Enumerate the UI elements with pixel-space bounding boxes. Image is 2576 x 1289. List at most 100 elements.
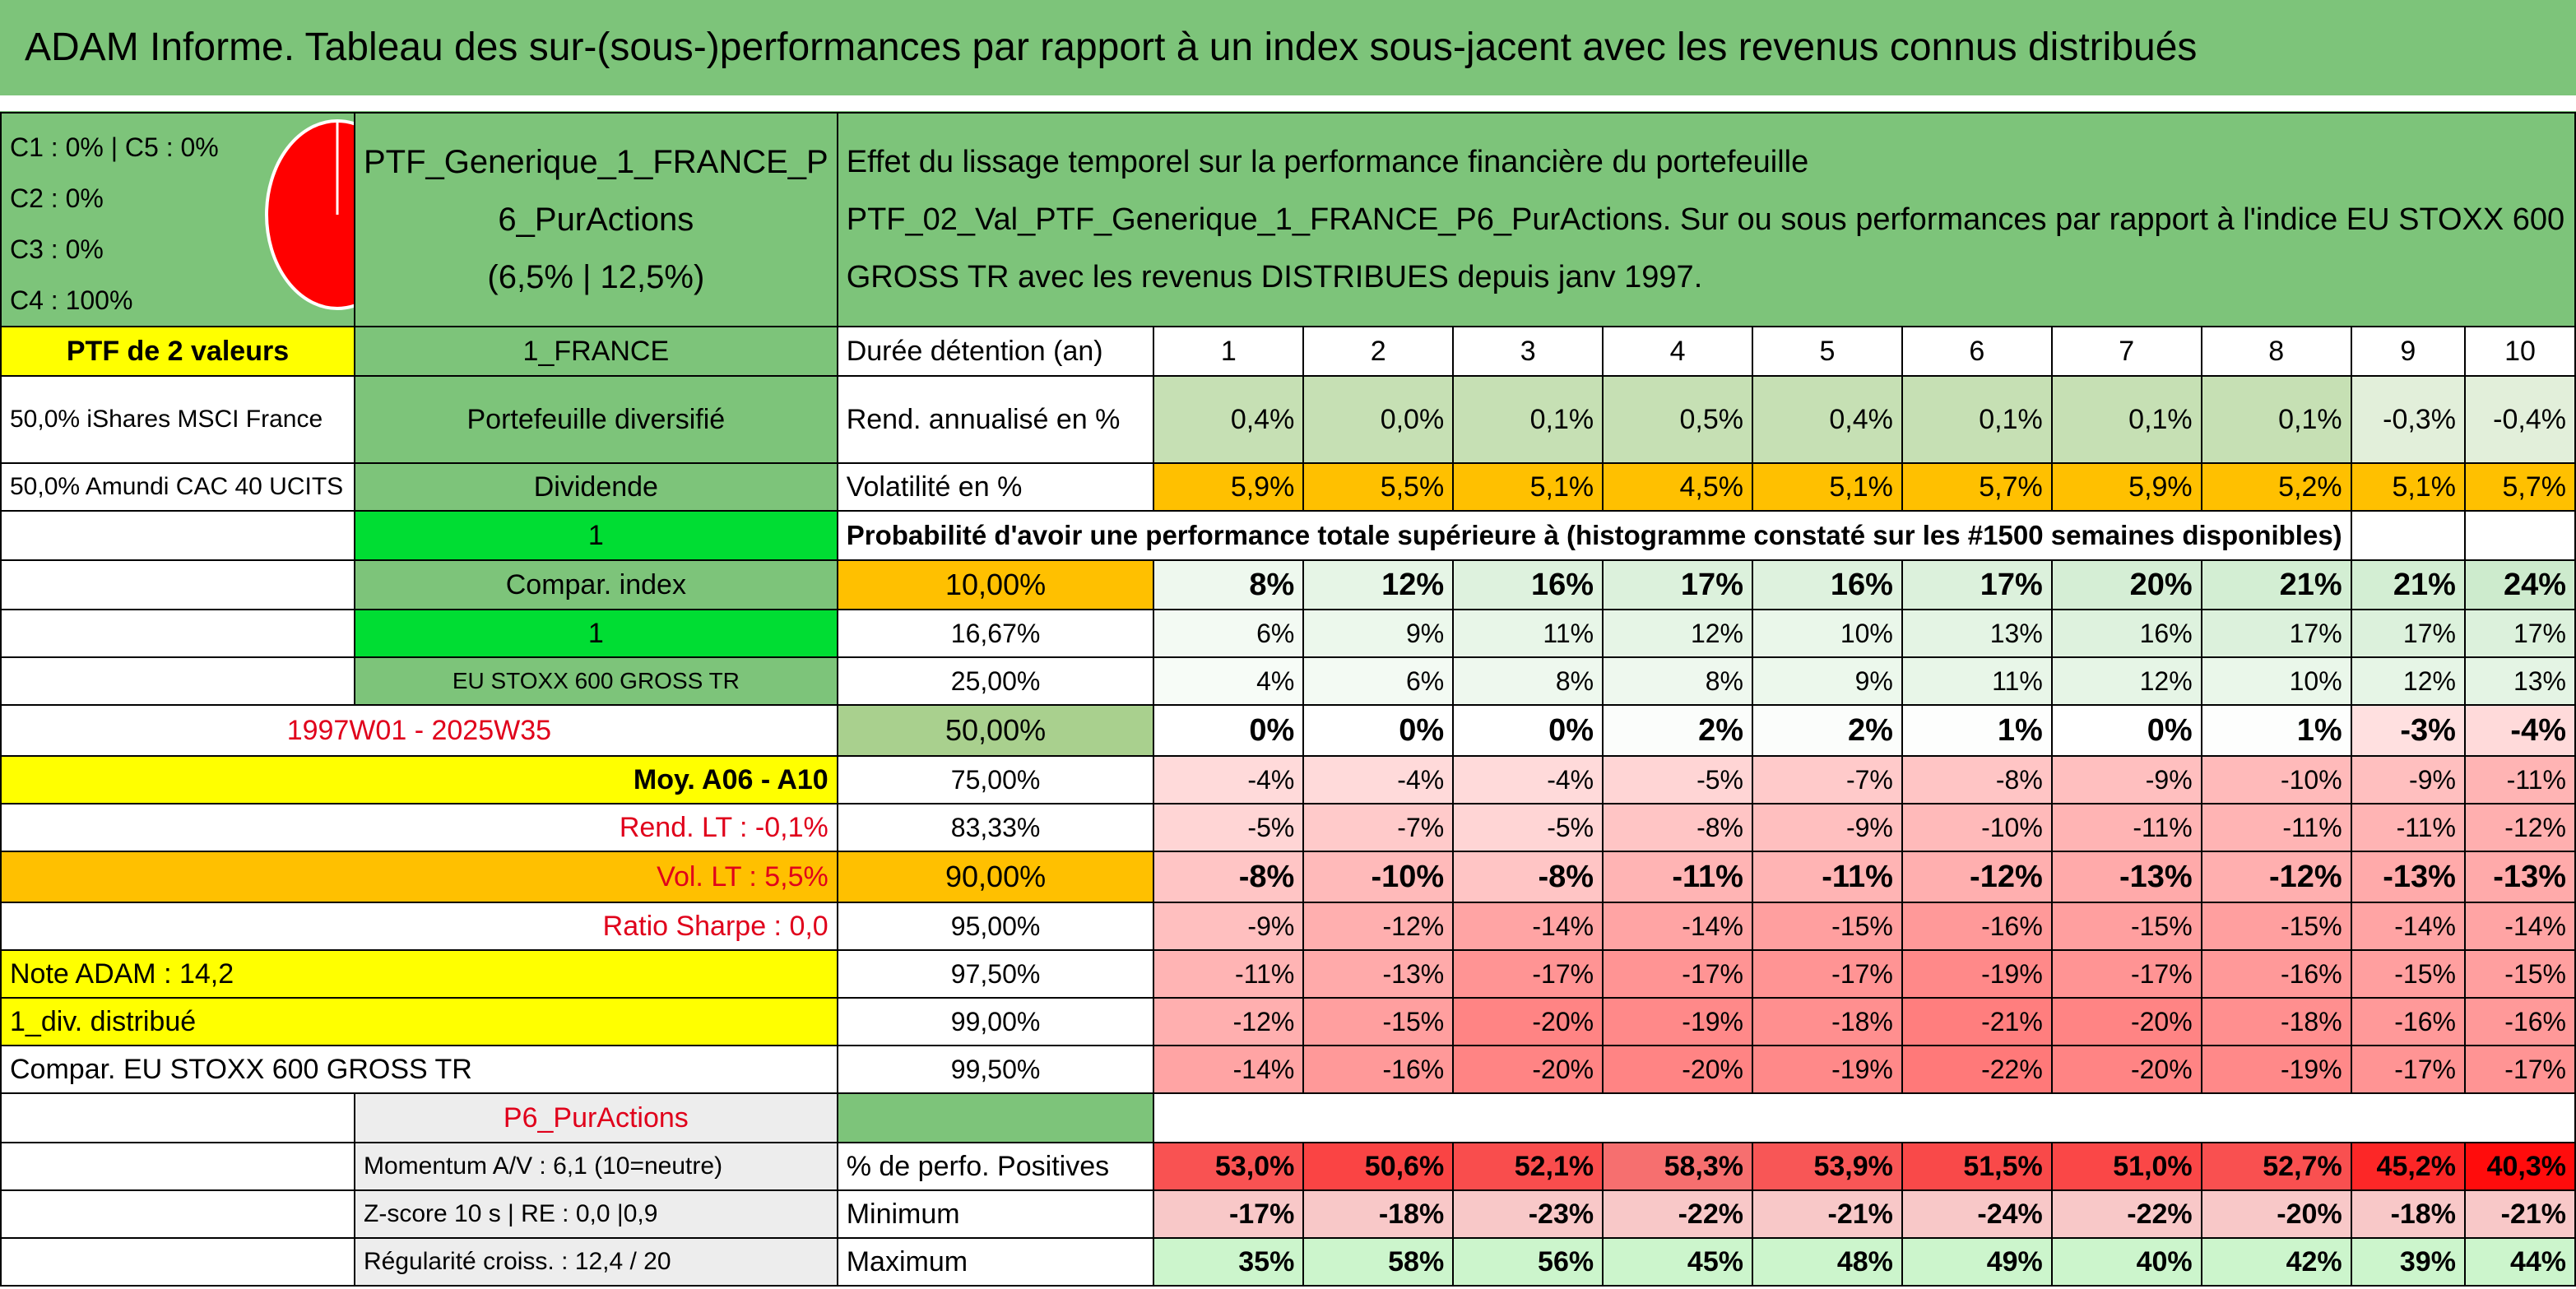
- prob-value: 11%: [1452, 609, 1604, 658]
- prob-value: 12%: [2050, 656, 2202, 706]
- max-value: 42%: [2200, 1237, 2352, 1287]
- threshold-label: 83,33%: [836, 803, 1155, 852]
- rend-value: 0,4%: [1153, 375, 1305, 464]
- prob-value: -22%: [1901, 1045, 2053, 1094]
- rend-value: 0,1%: [2200, 375, 2352, 464]
- prob-value: -20%: [1452, 997, 1604, 1046]
- p6-label: P6_PurActions: [354, 1092, 838, 1143]
- rend-value: 0,1%: [2050, 375, 2202, 464]
- year-header: 7: [2050, 326, 2202, 377]
- vol-value: 5,1%: [2350, 462, 2466, 512]
- prob-value: -15%: [1302, 997, 1455, 1046]
- prob-value: -4%: [1153, 755, 1305, 804]
- year-header: 8: [2200, 326, 2352, 377]
- threshold-label: 25,00%: [836, 656, 1155, 706]
- rend-value: 0,4%: [1751, 375, 1903, 464]
- empty-cell: [2350, 510, 2466, 561]
- threshold-label: 10,00%: [836, 559, 1155, 610]
- holding-1: 50,0% iShares MSCI France: [0, 375, 355, 464]
- prob-value: -12%: [2200, 851, 2352, 903]
- prob-value: -16%: [1302, 1045, 1455, 1094]
- min-value: -21%: [2463, 1189, 2576, 1239]
- prob-value: -14%: [1602, 902, 1753, 951]
- empty-cell: [0, 1092, 355, 1143]
- vol-value: 5,5%: [1302, 462, 1455, 512]
- min-label: Minimum: [836, 1189, 1155, 1239]
- prob-value: 0%: [1302, 704, 1455, 757]
- prob-value: -17%: [2050, 949, 2202, 999]
- prob-value: -11%: [2050, 803, 2202, 852]
- prob-value: -11%: [2350, 803, 2466, 852]
- prob-value: -13%: [1302, 949, 1455, 999]
- prob-value: 17%: [1602, 559, 1753, 610]
- prob-value: 13%: [1901, 609, 2053, 658]
- prob-value: -13%: [2463, 851, 2576, 903]
- pos-value: 45,2%: [2350, 1142, 2466, 1191]
- vol-value: 5,2%: [2200, 462, 2352, 512]
- year-header: 6: [1901, 326, 2053, 377]
- holding-2: 50,0% Amundi CAC 40 UCITS: [0, 462, 355, 512]
- portfolio-name-cell: PTF_Generique_1_FRANCE_P 6_PurActions (6…: [354, 112, 838, 327]
- vol-value: 4,5%: [1602, 462, 1753, 512]
- vol-value: 5,1%: [1452, 462, 1604, 512]
- prob-value: -5%: [1452, 803, 1604, 852]
- vol-value: 5,7%: [2463, 462, 2576, 512]
- prob-value: -12%: [2463, 803, 2576, 852]
- empty-cell: [0, 1237, 355, 1287]
- prob-value: 12%: [1602, 609, 1753, 658]
- max-value: 35%: [1153, 1237, 1305, 1287]
- zscore-label: Z-score 10 s | RE : 0,0 |0,9: [354, 1189, 838, 1239]
- prob-value: -14%: [2350, 902, 2466, 951]
- prob-value: -18%: [2200, 997, 2352, 1046]
- rend-value: 0,0%: [1302, 375, 1455, 464]
- prob-value: -16%: [2200, 949, 2352, 999]
- vol-value: 5,9%: [1153, 462, 1305, 512]
- prob-value: -17%: [1751, 949, 1903, 999]
- prob-value: -4%: [1302, 755, 1455, 804]
- prob-value: 1%: [1901, 704, 2053, 757]
- empty-cell: [0, 1142, 355, 1191]
- report-title: ADAM Informe. Tableau des sur-(sous-)per…: [25, 26, 2198, 69]
- prob-value: -8%: [1153, 851, 1305, 903]
- max-value: 48%: [1751, 1237, 1903, 1287]
- prob-value: 9%: [1302, 609, 1455, 658]
- pos-value: 52,1%: [1452, 1142, 1604, 1191]
- selector-one-a[interactable]: 1: [354, 510, 838, 561]
- selector-one-b[interactable]: 1: [354, 609, 838, 658]
- class-line-2: C2 : 0%: [10, 183, 104, 213]
- prob-value: 16%: [1452, 559, 1604, 610]
- year-header: 4: [1602, 326, 1753, 377]
- pos-value: 51,0%: [2050, 1142, 2202, 1191]
- prob-value: 10%: [2200, 656, 2352, 706]
- note-adam-label: Note ADAM : 14,2: [0, 949, 838, 999]
- portfolio-type: Portefeuille diversifié: [354, 375, 838, 464]
- prob-value: 8%: [1153, 559, 1305, 610]
- threshold-label: 50,00%: [836, 704, 1155, 757]
- prob-value: -15%: [2200, 902, 2352, 951]
- prob-value: -9%: [2050, 755, 2202, 804]
- vol-lt-label: Vol. LT : 5,5%: [0, 851, 838, 903]
- prob-value: -17%: [2463, 1045, 2576, 1094]
- prob-value: -17%: [2350, 1045, 2466, 1094]
- threshold-label: 97,50%: [836, 949, 1155, 999]
- pos-label: % de perfo. Positives: [836, 1142, 1155, 1191]
- index-name: EU STOXX 600 GROSS TR: [354, 656, 838, 706]
- prob-value: -8%: [1901, 755, 2053, 804]
- prob-value: 8%: [1602, 656, 1753, 706]
- vol-value: 5,1%: [1751, 462, 1903, 512]
- max-value: 44%: [2463, 1237, 2576, 1287]
- allocation-pie-chart: [265, 119, 353, 310]
- prob-value: -19%: [1751, 1045, 1903, 1094]
- empty-cell: [0, 510, 355, 561]
- prob-value: -8%: [1602, 803, 1753, 852]
- prob-value: -11%: [2200, 803, 2352, 852]
- pos-value: 52,7%: [2200, 1142, 2352, 1191]
- prob-value: 4%: [1153, 656, 1305, 706]
- class-line-4: C4 : 100%: [10, 285, 133, 315]
- year-header: 10: [2463, 326, 2576, 377]
- max-value: 39%: [2350, 1237, 2466, 1287]
- year-header: 9: [2350, 326, 2466, 377]
- prob-value: -19%: [2200, 1045, 2352, 1094]
- prob-value: -15%: [2463, 949, 2576, 999]
- prob-value: 9%: [1751, 656, 1903, 706]
